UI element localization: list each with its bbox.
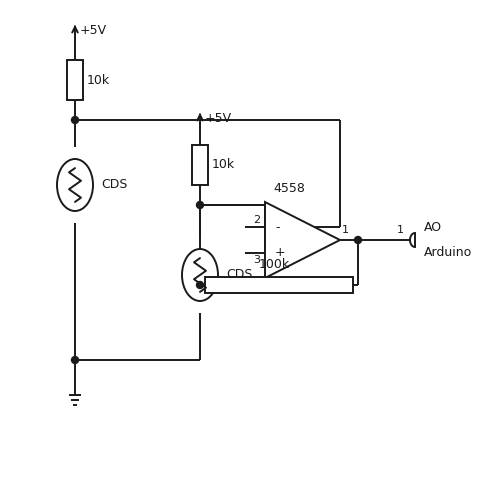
Text: 2: 2 (253, 215, 260, 225)
Text: 4558: 4558 (273, 182, 305, 195)
Text: 3: 3 (253, 255, 260, 265)
Polygon shape (265, 202, 340, 278)
Bar (205, 277, 353, 293)
Text: 1: 1 (397, 225, 404, 235)
Text: 10k: 10k (212, 158, 235, 172)
Circle shape (354, 236, 362, 244)
Text: -: - (275, 222, 279, 234)
Circle shape (196, 202, 204, 208)
Text: Arduino: Arduino (424, 246, 472, 259)
Circle shape (71, 356, 79, 364)
Text: 1: 1 (342, 225, 349, 235)
Text: CDS: CDS (101, 178, 127, 192)
Text: 100k: 100k (259, 258, 290, 271)
Text: CDS: CDS (226, 268, 252, 281)
Ellipse shape (57, 159, 93, 211)
Bar (67, 60, 83, 100)
Text: +: + (275, 246, 286, 258)
Text: +5V: +5V (80, 24, 107, 37)
Circle shape (71, 116, 79, 123)
Text: AO: AO (424, 221, 442, 234)
Bar (192, 145, 208, 185)
Circle shape (196, 282, 204, 288)
Ellipse shape (182, 249, 218, 301)
Text: +5V: +5V (205, 112, 232, 125)
Text: 10k: 10k (87, 74, 110, 86)
